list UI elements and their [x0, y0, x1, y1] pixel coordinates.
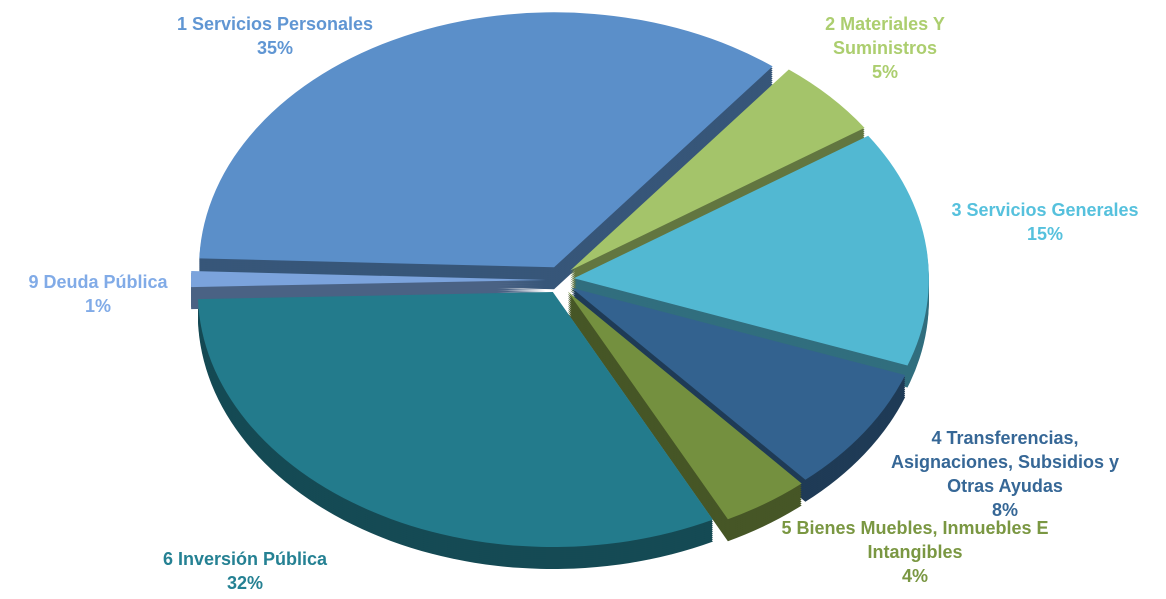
data-label: 4 Transferencias, Asignaciones, Subsidio…: [885, 426, 1125, 522]
data-label: 2 Materiales Y Suministros 5%: [800, 12, 970, 84]
slice: [191, 271, 547, 288]
value-label: 35%: [256, 38, 294, 58]
value-label: 1%: [84, 296, 111, 316]
data-label: 3 Servicios Generales 15%: [915, 198, 1166, 246]
category-label: 2 Materiales Y Suministros: [825, 14, 945, 58]
slice: [567, 291, 802, 520]
category-label: 5 Bienes Muebles, Inmuebles E Intangible…: [781, 518, 1049, 562]
slice-tops: [191, 12, 929, 548]
category-label: 9 Deuda Pública: [28, 272, 168, 292]
data-label: 1 Servicios Personales 35%: [125, 12, 425, 60]
data-label: 6 Inversión Pública 32%: [125, 547, 365, 595]
value-label: 8%: [991, 500, 1018, 520]
slice: [570, 69, 865, 271]
value-label: 4%: [901, 566, 928, 586]
data-label: 5 Bienes Muebles, Inmuebles E Intangible…: [780, 516, 1050, 588]
data-label: 9 Deuda Pública 1%: [0, 270, 198, 318]
category-label: 1 Servicios Personales: [176, 14, 374, 34]
value-label: 15%: [1026, 224, 1064, 244]
category-label: 6 Inversión Pública: [162, 549, 328, 569]
value-label: 5%: [871, 62, 898, 82]
category-label: 4 Transferencias, Asignaciones, Subsidio…: [890, 428, 1120, 496]
slice: [199, 12, 773, 268]
category-label: 3 Servicios Generales: [951, 200, 1139, 220]
slice: [573, 135, 929, 366]
value-label: 32%: [226, 573, 264, 593]
slice: [571, 287, 906, 480]
slice: [197, 292, 713, 548]
